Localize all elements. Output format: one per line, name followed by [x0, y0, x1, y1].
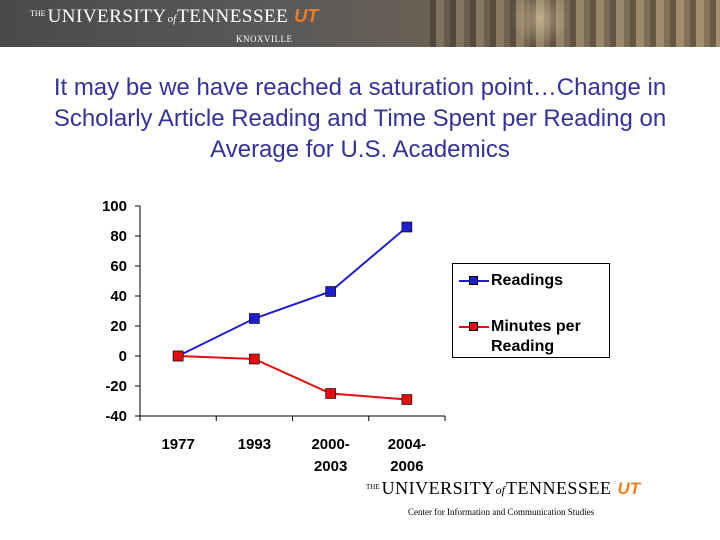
wordmark-tennessee: TENNESSEE — [177, 6, 289, 27]
chart-legend: Readings Minutes per Reading — [452, 263, 610, 358]
data-point-readings — [325, 286, 336, 297]
footer-wordmark-of: of — [495, 483, 505, 497]
footer-wordmark: THE UNIVERSITYofTENNESSEE UT — [366, 478, 640, 499]
university-wordmark: THE UNIVERSITYofTENNESSEE UT — [30, 6, 318, 28]
y-tick-label: 0 — [119, 348, 127, 365]
wordmark-knoxville: KNOXVILLE — [236, 34, 293, 44]
y-tick-label: 20 — [110, 318, 127, 335]
y-tick-label: 40 — [110, 288, 127, 305]
y-tick-label: 80 — [110, 228, 127, 245]
legend-marker-minutes — [469, 322, 478, 331]
header-tower-photo — [430, 0, 720, 47]
footer-wordmark-the: THE — [366, 483, 380, 491]
ut-logo-icon: UT — [294, 6, 319, 26]
wordmark-of: of — [167, 13, 177, 25]
footer-caption: Center for Information and Communication… — [408, 507, 595, 517]
y-tick-label: -20 — [105, 378, 127, 395]
y-tick-label: 60 — [110, 258, 127, 275]
x-tick-label: 2004-2006 — [388, 436, 426, 475]
footer-wordmark-university: UNIVERSITY — [381, 478, 495, 498]
y-tick-label: 100 — [102, 198, 127, 215]
header-banner: THE UNIVERSITYofTENNESSEE UT KNOXVILLE — [0, 0, 720, 47]
x-tick-label: 2000-2003 — [311, 436, 349, 475]
data-point-readings — [249, 313, 260, 324]
series-line-readings — [177, 226, 408, 357]
x-tick-label: 1993 — [238, 436, 271, 453]
wordmark-the: THE — [30, 9, 46, 18]
footer-ut-logo-icon: UT — [617, 479, 641, 498]
footer-wordmark-tennessee: TENNESSEE — [505, 478, 612, 498]
legend-marker-readings — [469, 276, 478, 285]
data-point-readings — [401, 221, 413, 233]
slide-title: It may be we have reached a saturation p… — [53, 74, 667, 163]
data-point-minutes-per-reading — [325, 388, 336, 399]
x-tick-label: 1977 — [161, 436, 194, 453]
legend-label-minutes: Minutes per Reading — [491, 318, 581, 355]
data-point-minutes-per-reading — [401, 394, 413, 405]
data-point-minutes-per-reading — [172, 350, 184, 362]
series-line-minutes-per-reading — [178, 355, 407, 401]
y-tick-label: -40 — [105, 408, 127, 425]
wordmark-university: UNIVERSITY — [47, 6, 167, 27]
header-tower-glow — [510, 0, 570, 47]
legend-label-readings: Readings — [491, 272, 564, 289]
data-point-minutes-per-reading — [249, 353, 260, 365]
